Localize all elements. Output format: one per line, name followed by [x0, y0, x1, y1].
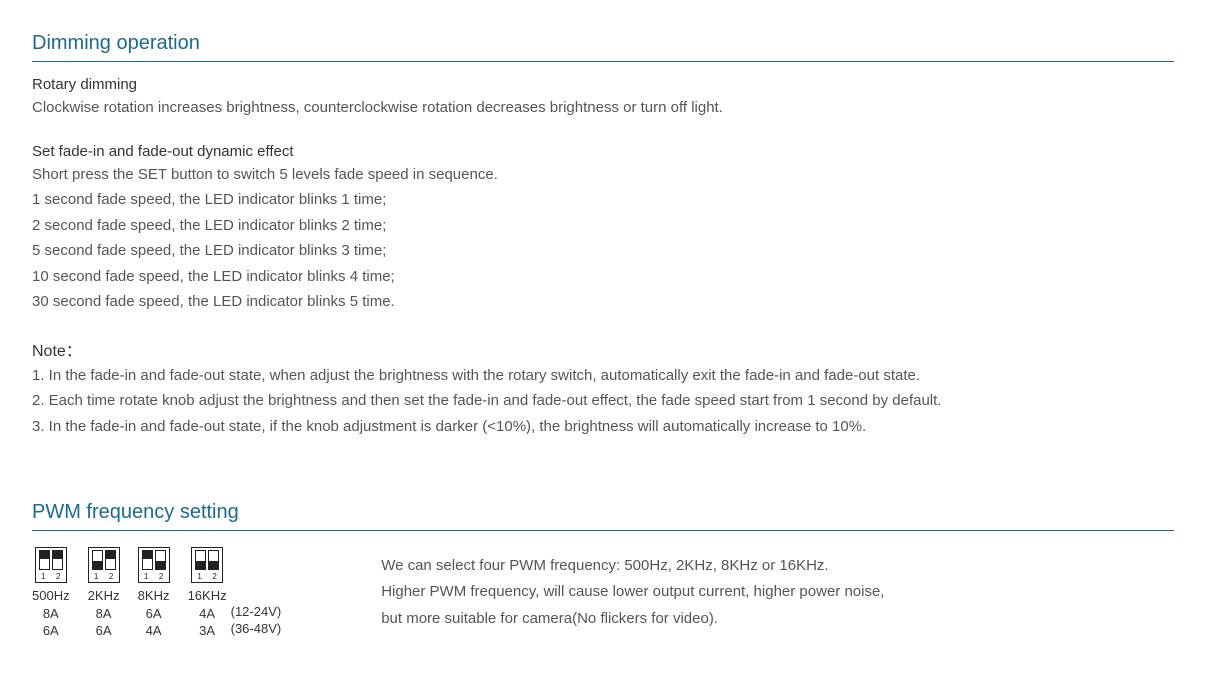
dip-freq-label: 8KHz: [138, 587, 170, 605]
pwm-row: 12500Hz8A6A122KHz8A6A128KHz6A4A1216KHz4A…: [32, 545, 1174, 640]
note-block: Note： 1. In the fade-in and fade-out sta…: [32, 337, 1174, 440]
fade-effect-head: Set fade-in and fade-out dynamic effect: [32, 143, 1174, 160]
dip-switch-2khz: 12 2KHz8A6A: [88, 547, 120, 640]
fade-intro: Short press the SET button to switch 5 l…: [32, 162, 1174, 188]
fade-line-4: 10 second fade speed, the LED indicator …: [32, 264, 1174, 290]
dip-amp-12-24v: 8A: [43, 605, 59, 623]
dip-amp-36-48v: 6A: [43, 622, 59, 640]
rotary-dimming-head: Rotary dimming: [32, 76, 1174, 93]
section-title-dimming: Dimming operation: [32, 32, 1174, 62]
voltage-column: (12-24V) (36-48V): [227, 545, 282, 638]
pwm-desc-line-3: but more suitable for camera(No flickers…: [381, 606, 884, 632]
pwm-description: We can select four PWM frequency: 500Hz,…: [381, 545, 884, 632]
dip-switch-icon: 12: [138, 547, 170, 583]
dip-switch-icon: 12: [88, 547, 120, 583]
dip-switch-500hz: 12 500Hz8A6A: [32, 547, 70, 640]
section-title-pwm: PWM frequency setting: [32, 501, 1174, 531]
fade-line-5: 30 second fade speed, the LED indicator …: [32, 289, 1174, 315]
dip-amp-36-48v: 3A: [199, 622, 215, 640]
voltage-range-2: (36-48V): [231, 620, 282, 638]
dip-freq-label: 500Hz: [32, 587, 70, 605]
dip-switch-16khz: 12 16KHz4A3A: [188, 547, 227, 640]
note-2: 2. Each time rotate knob adjust the brig…: [32, 388, 1174, 414]
dip-amp-12-24v: 8A: [96, 605, 112, 623]
voltage-range-1: (12-24V): [231, 603, 282, 621]
dip-switch-8khz: 12 8KHz6A4A: [138, 547, 170, 640]
fade-effect-block: Set fade-in and fade-out dynamic effect …: [32, 143, 1174, 315]
note-1: 1. In the fade-in and fade-out state, wh…: [32, 363, 1174, 389]
fade-line-3: 5 second fade speed, the LED indicator b…: [32, 238, 1174, 264]
dip-amp-36-48v: 4A: [146, 622, 162, 640]
dip-switch-group: 12500Hz8A6A122KHz8A6A128KHz6A4A1216KHz4A…: [32, 545, 227, 640]
dip-amp-12-24v: 6A: [146, 605, 162, 623]
rotary-dimming-block: Rotary dimming Clockwise rotation increa…: [32, 76, 1174, 121]
dip-amp-12-24v: 4A: [199, 605, 215, 623]
dip-freq-label: 16KHz: [188, 587, 227, 605]
rotary-dimming-text: Clockwise rotation increases brightness,…: [32, 95, 1174, 121]
dip-switch-icon: 12: [191, 547, 223, 583]
note-head: Note：: [32, 337, 1174, 361]
note-3: 3. In the fade-in and fade-out state, if…: [32, 414, 1174, 440]
pwm-desc-line-1: We can select four PWM frequency: 500Hz,…: [381, 553, 884, 579]
dip-amp-36-48v: 6A: [96, 622, 112, 640]
dip-freq-label: 2KHz: [88, 587, 120, 605]
dip-switch-icon: 12: [35, 547, 67, 583]
pwm-frequency-section: PWM frequency setting 12500Hz8A6A122KHz8…: [32, 501, 1174, 640]
fade-line-1: 1 second fade speed, the LED indicator b…: [32, 187, 1174, 213]
fade-line-2: 2 second fade speed, the LED indicator b…: [32, 213, 1174, 239]
dimming-operation-section: Dimming operation Rotary dimming Clockwi…: [32, 32, 1174, 439]
pwm-desc-line-2: Higher PWM frequency, will cause lower o…: [381, 579, 884, 605]
